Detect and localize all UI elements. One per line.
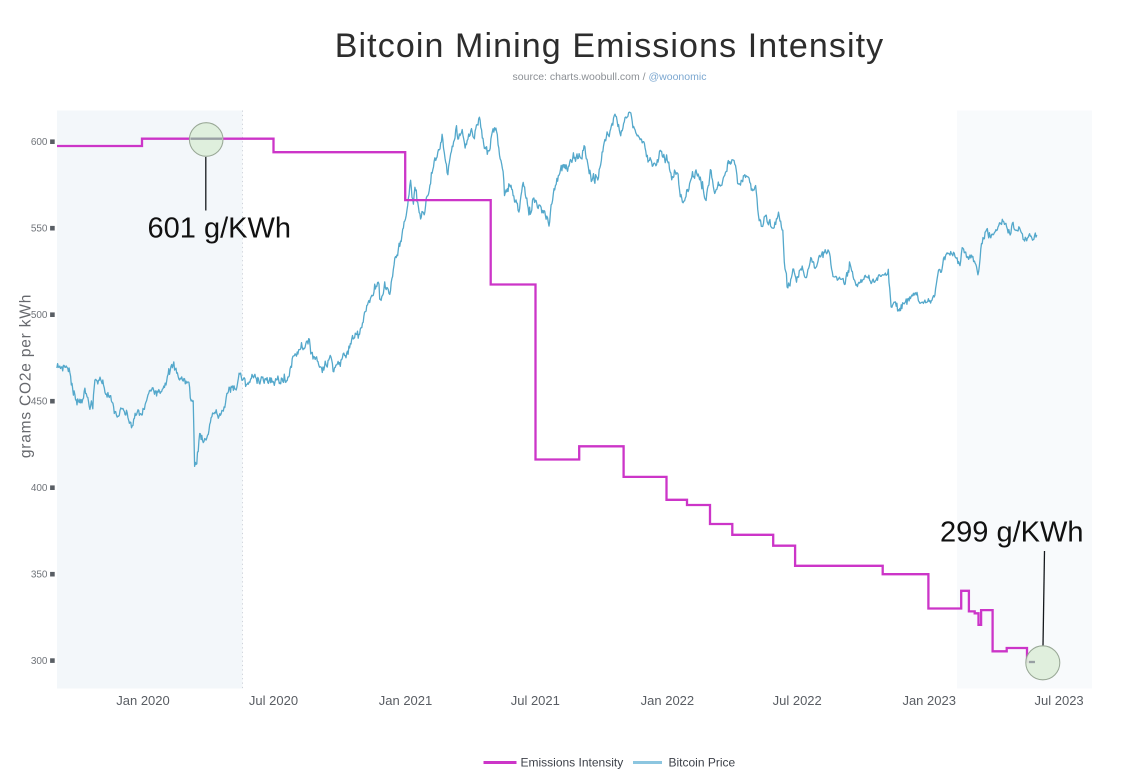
svg-text:Jan 2020: Jan 2020: [116, 693, 170, 708]
svg-text:500: 500: [31, 310, 48, 321]
svg-text:Jul 2021: Jul 2021: [511, 693, 560, 708]
svg-text:400: 400: [31, 483, 48, 494]
svg-text:601 g/KWh: 601 g/KWh: [148, 213, 291, 245]
svg-text:550: 550: [31, 224, 48, 235]
svg-text:Jul 2023: Jul 2023: [1035, 693, 1084, 708]
svg-text:350: 350: [31, 570, 48, 581]
svg-text:Emissions Intensity: Emissions Intensity: [521, 756, 624, 770]
svg-text:grams CO2e per kWh: grams CO2e per kWh: [18, 294, 35, 458]
svg-text:450: 450: [31, 397, 48, 408]
svg-text:Jul 2020: Jul 2020: [249, 693, 298, 708]
svg-text:299 g/KWh: 299 g/KWh: [940, 516, 1083, 548]
svg-text:300: 300: [31, 656, 48, 667]
svg-text:Jul 2022: Jul 2022: [773, 693, 822, 708]
svg-text:600: 600: [31, 137, 48, 148]
svg-text:Jan 2023: Jan 2023: [902, 693, 956, 708]
svg-text:Jan 2021: Jan 2021: [379, 693, 433, 708]
svg-text:Jan 2022: Jan 2022: [641, 693, 695, 708]
svg-text:Bitcoin Price: Bitcoin Price: [669, 756, 736, 770]
